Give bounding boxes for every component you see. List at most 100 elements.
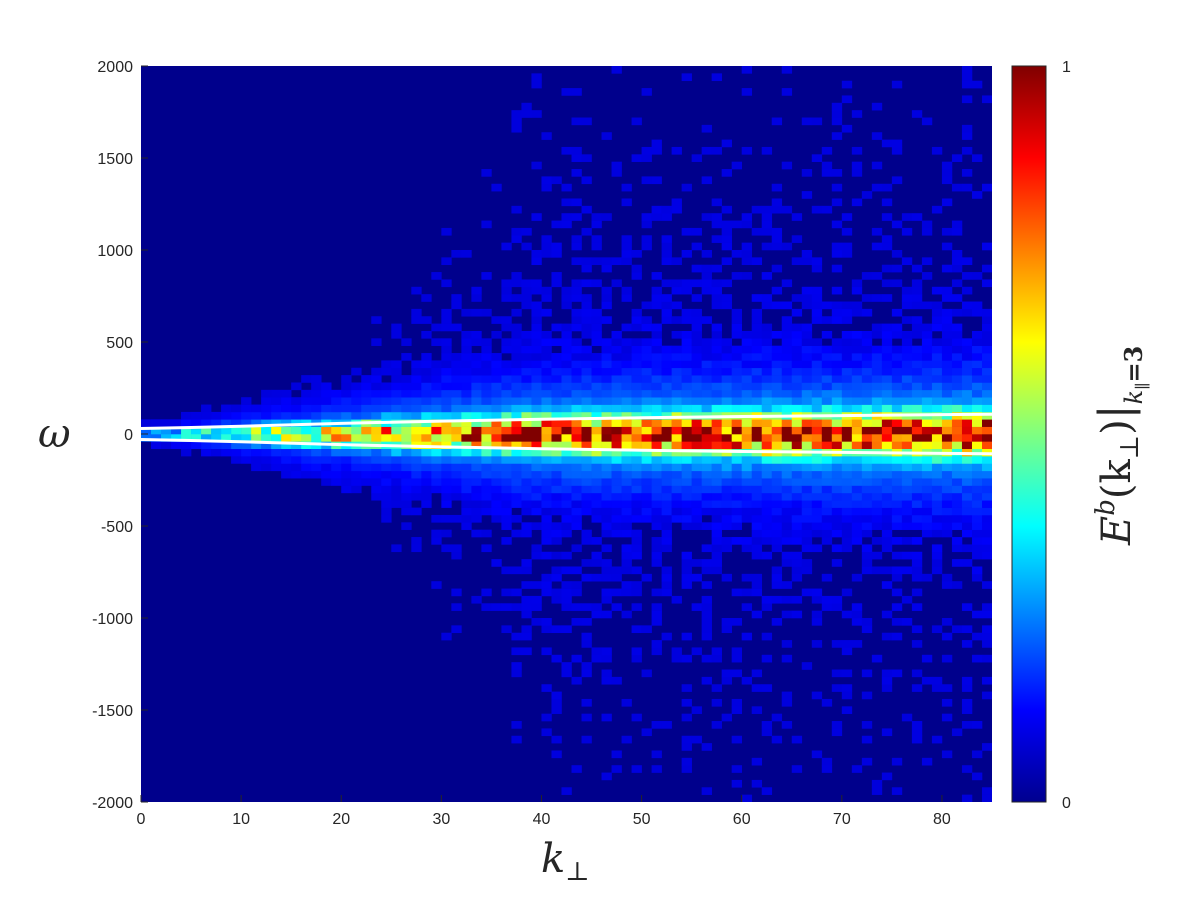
- heatmap-cell: [681, 360, 692, 369]
- heatmap-cell: [851, 375, 863, 383]
- heatmap-cell: [961, 272, 973, 280]
- heatmap-cell: [801, 463, 813, 472]
- heatmap-cell: [541, 397, 552, 405]
- heatmap-cell: [421, 375, 432, 383]
- heatmap-cell: [931, 507, 943, 516]
- heatmap-cell: [871, 522, 883, 530]
- heatmap-cell: [791, 500, 803, 508]
- upper-dispersion-curve: [141, 412, 992, 430]
- heatmap-cell: [561, 581, 572, 589]
- heatmap-cell: [511, 721, 522, 729]
- heatmap-cell: [621, 470, 632, 479]
- heatmap-cell: [941, 456, 953, 464]
- heatmap-cell: [301, 404, 312, 413]
- heatmap-cell: [621, 338, 632, 346]
- heatmap-cell: [781, 367, 793, 376]
- heatmap-cell: [641, 88, 652, 96]
- heatmap-cell: [731, 522, 742, 530]
- heatmap-cell: [471, 434, 482, 442]
- heatmap-cell: [821, 316, 833, 324]
- y-tick-label: -1000: [92, 611, 133, 628]
- heatmap-cell: [661, 419, 672, 427]
- heatmap-cell: [821, 404, 833, 413]
- heatmap-cell: [761, 514, 773, 523]
- heatmap-cell: [831, 242, 843, 251]
- heatmap-cell: [941, 382, 953, 391]
- heatmap-cell: [721, 625, 732, 634]
- heatmap-cell: [491, 500, 502, 508]
- heatmap-cell: [621, 382, 632, 391]
- heatmap-cell: [411, 308, 422, 317]
- heatmap-cell: [941, 161, 953, 170]
- heatmap-cell: [611, 500, 622, 508]
- heatmap-cell: [601, 647, 612, 656]
- heatmap-cell: [541, 338, 552, 346]
- heatmap-cell: [521, 595, 532, 604]
- heatmap-cell: [881, 183, 893, 192]
- heatmap-cell: [651, 146, 662, 155]
- heatmap-cell: [651, 397, 662, 405]
- heatmap-cell: [921, 522, 933, 530]
- heatmap-cell: [551, 485, 562, 494]
- heatmap-cell: [691, 419, 702, 427]
- heatmap-cell: [911, 382, 923, 391]
- heatmap-cell: [591, 323, 602, 332]
- heatmap-cell: [781, 654, 793, 663]
- heatmap-cell: [741, 470, 753, 479]
- heatmap-cell: [611, 470, 622, 479]
- heatmap-cell: [831, 434, 843, 442]
- heatmap-cell: [711, 382, 722, 391]
- heatmap-cell: [551, 522, 562, 530]
- heatmap-cell: [971, 485, 983, 494]
- heatmap-cell: [981, 463, 992, 472]
- heatmap-cell: [691, 706, 702, 714]
- heatmap-cell: [961, 698, 973, 707]
- heatmap-cell: [701, 345, 712, 354]
- heatmap-cell: [831, 382, 843, 391]
- heatmap-cell: [701, 470, 712, 479]
- heatmap-cell: [611, 411, 622, 420]
- heatmap-cell: [841, 514, 853, 523]
- heatmap-cell: [381, 426, 392, 435]
- heatmap-cell: [761, 632, 773, 641]
- heatmap-cell: [981, 544, 992, 553]
- heatmap-cell: [711, 529, 722, 538]
- heatmap-cell: [741, 463, 753, 472]
- heatmap-cell: [831, 640, 843, 648]
- heatmap-cell: [751, 669, 763, 678]
- heatmap-cell: [521, 581, 532, 589]
- heatmap-cell: [591, 389, 602, 398]
- heatmap-cell: [571, 88, 582, 96]
- heatmap-cell: [571, 411, 582, 420]
- heatmap-cell: [931, 735, 943, 744]
- heatmap-cell: [911, 463, 923, 472]
- heatmap-cell: [671, 360, 682, 369]
- heatmap-cell: [501, 448, 512, 457]
- heatmap-cell: [681, 330, 692, 339]
- heatmap-cell: [471, 382, 482, 391]
- heatmap-cell: [841, 478, 853, 486]
- heatmap-cell: [871, 227, 883, 236]
- heatmap-cell: [271, 389, 282, 398]
- heatmap-cell: [561, 441, 572, 450]
- heatmap-cell: [971, 544, 983, 553]
- heatmap-cell: [781, 330, 793, 339]
- heatmap-cell: [521, 470, 532, 479]
- heatmap-cell: [681, 382, 692, 391]
- heatmap-cell: [851, 610, 863, 619]
- heatmap-cell: [551, 595, 562, 604]
- heatmap-cell: [681, 419, 692, 427]
- heatmap-cell: [801, 250, 813, 258]
- heatmap-cell: [421, 419, 432, 427]
- heatmap-cell: [381, 500, 392, 508]
- heatmap-cell: [621, 257, 632, 266]
- heatmap-cell: [291, 382, 302, 391]
- heatmap-cell: [741, 330, 753, 339]
- heatmap-cell: [541, 522, 552, 530]
- heatmap-cell: [161, 419, 172, 427]
- heatmap-cell: [561, 286, 572, 295]
- heatmap-cell: [831, 360, 843, 369]
- heatmap-cell: [711, 397, 722, 405]
- heatmap-cell: [941, 514, 953, 523]
- heatmap-cell: [971, 566, 983, 575]
